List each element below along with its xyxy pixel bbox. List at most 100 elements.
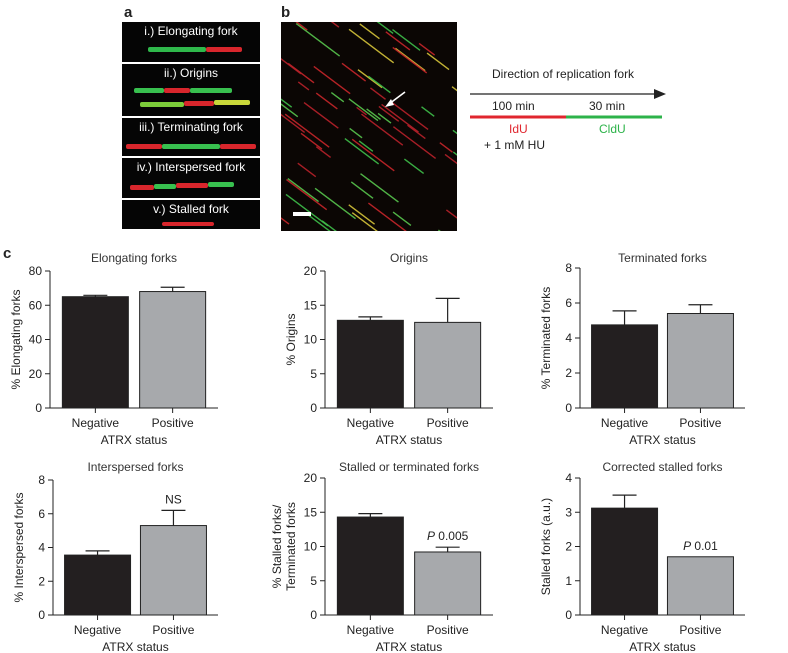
fiber-strand — [295, 22, 308, 31]
fiber-strand — [297, 162, 317, 178]
fiber-strand — [439, 142, 453, 153]
fiber-label-interspersed: iv.) Interspersed fork — [136, 160, 246, 174]
chart-title: Origins — [390, 251, 428, 265]
fiber-microscopy-image — [281, 22, 457, 231]
fiber-strand — [281, 217, 290, 225]
fiber-strand — [394, 47, 426, 72]
x-tick-label: Positive — [679, 416, 721, 430]
direction-arrowhead — [654, 89, 666, 99]
x-tick-label: Negative — [72, 416, 120, 430]
fiber-green — [162, 144, 220, 149]
cldu-label: CldU — [599, 122, 626, 136]
chart-title: Corrected stalled forks — [602, 460, 722, 474]
fiber-strand — [315, 146, 332, 158]
y-tick-label: 8 — [38, 473, 45, 487]
fiber-strand — [403, 158, 425, 175]
bar-negative — [61, 296, 129, 409]
y-tick-label: 3 — [565, 505, 572, 519]
fiber-red — [162, 222, 214, 226]
x-tick-label: Negative — [601, 416, 649, 430]
y-tick-label: 2 — [565, 366, 572, 380]
y-axis-label: % Stalled forks/ — [270, 504, 284, 588]
fiber-strand — [313, 65, 351, 95]
x-tick-label: Negative — [601, 623, 649, 637]
fiber-green — [148, 47, 206, 52]
bar-positive — [139, 525, 207, 616]
fiber-strand — [452, 129, 457, 135]
p-value: 0.005 — [435, 529, 469, 543]
y-tick-label: 10 — [304, 540, 318, 554]
fiber-strand — [351, 138, 395, 172]
fiber-strand — [351, 212, 378, 231]
fiber-red — [206, 47, 242, 52]
y-tick-label: 1 — [565, 574, 572, 588]
fiber-strand — [368, 202, 407, 231]
chart-4: Interspersed forks 0 2 4 6 8 Negative Positive N… — [12, 460, 218, 653]
x-axis-label: ATRX status — [101, 433, 167, 447]
time-label-cldu: 30 min — [589, 99, 625, 113]
direction-title: Direction of replication fork — [492, 67, 635, 81]
significance-label: P 0.005 — [427, 529, 469, 543]
x-tick-label: Positive — [152, 416, 194, 430]
fiber-strand — [385, 31, 411, 51]
y-tick-label: 40 — [29, 333, 43, 347]
fiber-red — [184, 101, 214, 106]
p-symbol: P — [683, 539, 691, 553]
fiber-strand — [392, 211, 412, 226]
fiber-red — [164, 88, 190, 93]
fiber-strand — [360, 173, 399, 203]
fiber-image-drawing — [281, 22, 457, 231]
fiber-strand — [281, 103, 299, 118]
fiber-strand — [350, 181, 374, 199]
fiber-strand — [358, 140, 374, 152]
fiber-strip-interspersed: iv.) Interspersed fork — [122, 158, 260, 198]
y-tick-label: 6 — [38, 507, 45, 521]
fiber-strand — [366, 108, 381, 120]
fiber-strand — [356, 106, 367, 116]
fiber-strand — [285, 193, 329, 227]
y-tick-label: 0 — [38, 608, 45, 622]
fiber-strand — [284, 113, 330, 148]
fiber-strand — [297, 81, 310, 91]
fiber-strand — [377, 112, 392, 124]
fiber-red — [220, 144, 256, 149]
fiber-label-terminating: iii.) Terminating fork — [139, 120, 243, 134]
fiber-strand — [359, 23, 380, 40]
fiber-red — [126, 144, 162, 149]
chart-1: Elongating forks 0 20 40 60 80 Negative Positiv… — [9, 251, 218, 447]
x-axis-label: ATRX status — [629, 640, 695, 653]
bar-negative — [336, 516, 404, 616]
y-tick-label: 5 — [310, 367, 317, 381]
fiber-strand — [344, 138, 380, 165]
fiber-strand — [330, 91, 345, 103]
fiber-strand — [426, 52, 450, 71]
fiber-strand — [281, 113, 306, 133]
fiber-strand — [392, 46, 428, 74]
fiber-examples-panel: i.) Elongating fork ii.) Origins iii.) T… — [122, 22, 260, 229]
y-tick-label: 20 — [304, 264, 318, 278]
x-tick-label: Negative — [347, 416, 395, 430]
fiber-strand — [392, 126, 437, 159]
fiber-green — [134, 88, 164, 93]
chart-6: Corrected stalled forks 0 1 2 3 4 Negative Posi… — [539, 460, 745, 653]
fiber-strand — [349, 127, 363, 139]
fiber-strand — [418, 42, 436, 56]
y-tick-label: 20 — [29, 367, 43, 381]
fiber-strip-elongating: i.) Elongating fork — [122, 22, 260, 62]
panel-letter-a: a — [124, 4, 133, 21]
fiber-green — [140, 102, 184, 107]
x-tick-label: Positive — [427, 623, 469, 637]
x-tick-label: Positive — [679, 623, 721, 637]
chart-2: Origins 0 5 10 15 20 Negative Positive ATRX stat… — [284, 251, 493, 447]
x-axis-label: ATRX status — [376, 640, 442, 653]
y-tick-label: 5 — [310, 574, 317, 588]
fiber-strand — [391, 101, 429, 131]
x-axis-label: ATRX status — [376, 433, 442, 447]
chart-title: Elongating forks — [91, 251, 177, 265]
fiber-green — [154, 184, 176, 189]
fiber-strand — [357, 69, 383, 89]
y-axis-label: % Interspersed forks — [12, 492, 26, 602]
bar-positive — [666, 556, 734, 616]
fiber-strand — [444, 153, 457, 165]
fiber-strand — [348, 28, 395, 64]
